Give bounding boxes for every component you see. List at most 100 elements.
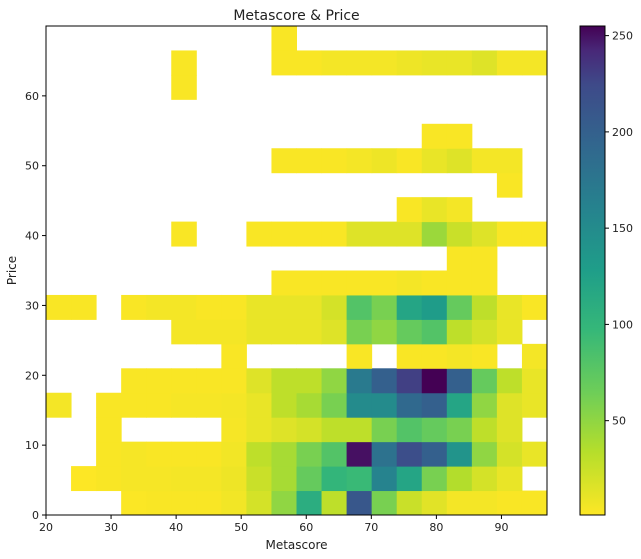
heatmap-cell bbox=[447, 319, 473, 344]
heatmap-cell bbox=[347, 442, 373, 467]
heatmap-cell bbox=[246, 368, 272, 393]
heatmap-cell bbox=[271, 319, 297, 344]
heatmap-cell bbox=[221, 368, 247, 393]
heatmap-cell bbox=[397, 271, 423, 296]
heatmap-cell bbox=[322, 417, 348, 442]
heatmap-cell bbox=[71, 295, 97, 320]
heatmap-cell bbox=[322, 393, 348, 418]
y-tick-label: 0 bbox=[32, 509, 39, 522]
heatmap-cell bbox=[497, 466, 523, 491]
heatmap-cell bbox=[497, 173, 523, 198]
heatmap-cell bbox=[422, 344, 448, 369]
heatmap-cell bbox=[522, 222, 548, 247]
heatmap-cell bbox=[497, 50, 523, 75]
heatmap-cell bbox=[171, 491, 197, 516]
heatmap-cell bbox=[246, 295, 272, 320]
heatmap-cell bbox=[372, 222, 398, 247]
heatmap-cell bbox=[347, 319, 373, 344]
heatmap-cell bbox=[472, 246, 498, 271]
heatmap-cell bbox=[271, 148, 297, 173]
heatmap-cell bbox=[472, 319, 498, 344]
heatmap-cell bbox=[221, 393, 247, 418]
heatmap-cell bbox=[246, 319, 272, 344]
heatmap-cell bbox=[121, 466, 147, 491]
heatmap-cell bbox=[497, 442, 523, 467]
heatmap-cell bbox=[497, 319, 523, 344]
heatmap-cell bbox=[472, 442, 498, 467]
heatmap-cell bbox=[221, 417, 247, 442]
heatmap-cell bbox=[71, 466, 97, 491]
heatmap-cell bbox=[447, 222, 473, 247]
heatmap-cell bbox=[447, 271, 473, 296]
heatmap-cell bbox=[447, 197, 473, 222]
heatmap-cell bbox=[297, 442, 323, 467]
heatmap-cell bbox=[522, 442, 548, 467]
heatmap-cell bbox=[422, 319, 448, 344]
heatmap-cell bbox=[121, 368, 147, 393]
heatmap-cell bbox=[372, 319, 398, 344]
heatmap-cell bbox=[372, 271, 398, 296]
heatmap-cell bbox=[196, 442, 222, 467]
heatmap-cell bbox=[472, 368, 498, 393]
heatmap-cell bbox=[196, 368, 222, 393]
heatmap-cell bbox=[171, 368, 197, 393]
heatmap-cell bbox=[347, 368, 373, 393]
heatmap-cell bbox=[347, 393, 373, 418]
heatmap-cell bbox=[271, 222, 297, 247]
x-tick-label: 90 bbox=[494, 521, 508, 534]
heatmap-cell bbox=[447, 295, 473, 320]
heatmap-cell bbox=[397, 344, 423, 369]
chart-title: Metascore & Price bbox=[233, 8, 359, 24]
y-tick-label: 20 bbox=[25, 369, 39, 382]
x-axis-label: Metascore bbox=[265, 538, 327, 552]
heatmap-cell bbox=[297, 368, 323, 393]
y-axis-ticks: 0 10 20 30 40 50 60 bbox=[25, 90, 46, 522]
colorbar-tick-label: 150 bbox=[612, 222, 633, 235]
heatmap-cell bbox=[171, 295, 197, 320]
heatmap-cell bbox=[271, 466, 297, 491]
heatmap-cell bbox=[347, 466, 373, 491]
heatmap-cell bbox=[121, 295, 147, 320]
heatmap-cell bbox=[422, 417, 448, 442]
colorbar-tick-label: 200 bbox=[612, 126, 633, 139]
heatmap-cell bbox=[397, 466, 423, 491]
heatmap-cell bbox=[221, 442, 247, 467]
heatmap-cell bbox=[171, 319, 197, 344]
y-axis-label: Price bbox=[5, 256, 19, 285]
heatmap-cell bbox=[422, 491, 448, 516]
heatmap-cell bbox=[196, 393, 222, 418]
heatmap-cell bbox=[322, 319, 348, 344]
heatmap-cell bbox=[221, 491, 247, 516]
heatmap-cell bbox=[372, 442, 398, 467]
heatmap-cell bbox=[447, 368, 473, 393]
heatmap-cell bbox=[271, 368, 297, 393]
heatmap-cell bbox=[146, 393, 172, 418]
heatmap-cell bbox=[347, 417, 373, 442]
colorbar-ticks: 50 100 150 200 250 bbox=[605, 30, 633, 428]
heatmap-cell bbox=[497, 148, 523, 173]
heatmap-cell bbox=[347, 295, 373, 320]
heatmap-cell bbox=[196, 466, 222, 491]
x-tick-label: 20 bbox=[39, 521, 53, 534]
heatmap-cell bbox=[171, 393, 197, 418]
heatmap-cell bbox=[271, 295, 297, 320]
heatmap-cell bbox=[372, 295, 398, 320]
heatmap-cell bbox=[397, 491, 423, 516]
heatmap-cell bbox=[221, 466, 247, 491]
heatmap-cell bbox=[422, 368, 448, 393]
heatmap-cell bbox=[422, 222, 448, 247]
heatmap-cell bbox=[322, 442, 348, 467]
heatmap-cell bbox=[422, 271, 448, 296]
heatmap-cell bbox=[497, 417, 523, 442]
heatmap-cell bbox=[372, 368, 398, 393]
heatmap-cell bbox=[447, 50, 473, 75]
heatmap-cell bbox=[397, 50, 423, 75]
heatmap-cell bbox=[196, 295, 222, 320]
heatmap-cell bbox=[121, 393, 147, 418]
heatmap-cell bbox=[372, 491, 398, 516]
heatmap-cell bbox=[96, 466, 122, 491]
y-tick-label: 30 bbox=[25, 299, 39, 312]
heatmap-cell bbox=[397, 393, 423, 418]
heatmap-cell bbox=[322, 466, 348, 491]
